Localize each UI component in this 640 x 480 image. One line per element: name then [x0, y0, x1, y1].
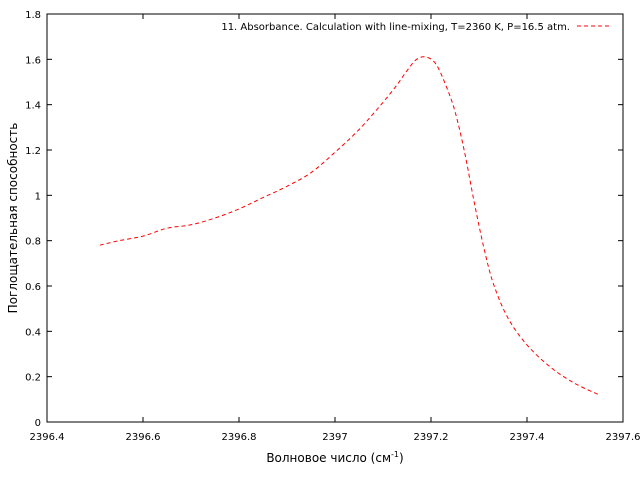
y-tick-label: 1.4 — [25, 101, 41, 112]
x-tick-label: 2396.6 — [126, 432, 161, 443]
series-line — [99, 56, 600, 396]
y-tick-label: 1.6 — [25, 55, 41, 66]
x-tick-label: 2397.6 — [606, 432, 640, 443]
y-tick-label: 0.4 — [25, 327, 41, 338]
y-tick-label: 1.2 — [25, 146, 41, 157]
y-tick-label: 1 — [35, 191, 41, 202]
x-tick-label: 2397 — [322, 432, 347, 443]
y-tick-label: 0.6 — [25, 282, 41, 293]
legend: 11. Absorbance. Calculation with line-mi… — [221, 22, 611, 33]
x-axis-ticks: 2396.4 2396.6 2396.8 2397 2397.2 2397.4 2397.6 — [30, 14, 640, 443]
x-tick-label: 2396.8 — [222, 432, 257, 443]
y-axis-ticks: 0 0.2 0.4 0.6 0.8 1 1.2 1.4 1.6 1.8 — [25, 10, 623, 429]
y-tick-label: 1.8 — [25, 10, 41, 21]
y-tick-label: 0 — [35, 418, 41, 429]
x-axis-label: Волновое число (см-1) — [266, 450, 403, 465]
y-axis-label: Поглощательная способность — [6, 123, 20, 314]
series-layer — [99, 56, 600, 396]
x-tick-label: 2396.4 — [30, 432, 65, 443]
x-tick-label: 2397.4 — [510, 432, 545, 443]
legend-label: 11. Absorbance. Calculation with line-mi… — [221, 22, 570, 33]
y-tick-label: 0.2 — [25, 373, 41, 384]
y-tick-label: 0.8 — [25, 237, 41, 248]
plot-frame — [46, 13, 624, 423]
x-tick-label: 2397.2 — [414, 432, 449, 443]
